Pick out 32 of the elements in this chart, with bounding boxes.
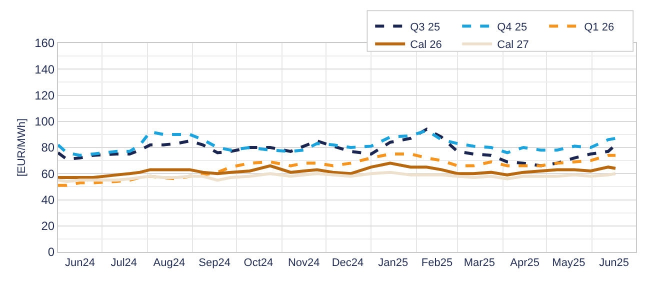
y-tick-label: 120	[34, 88, 55, 102]
line-series	[58, 170, 618, 183]
x-tick-label: Mar25	[464, 257, 496, 270]
line-series	[58, 152, 618, 187]
x-tick-label: Aug24	[153, 257, 186, 270]
y-tick-label: 40	[41, 192, 55, 207]
y-tick-label: 140	[34, 62, 55, 76]
line-series	[58, 162, 618, 180]
legend-label: Cal 26	[410, 39, 442, 52]
y-tick-label: 80	[41, 140, 55, 155]
y-tick-label: 160	[34, 36, 55, 50]
x-tick-label: Feb25	[421, 257, 453, 270]
legend-label: Q4 25	[497, 21, 528, 34]
legend-label: Q1 26	[584, 21, 614, 34]
y-tick-label: 60	[41, 166, 55, 181]
y-tick-label: 20	[41, 219, 55, 234]
x-tick-label: Nov24	[288, 257, 320, 270]
y-axis-title: [EUR/MWh]	[16, 118, 28, 177]
x-tick-label: Sep24	[198, 257, 230, 270]
x-tick-label: Oct24	[244, 257, 274, 270]
line-series	[58, 129, 618, 157]
x-tick-label: Jun24	[64, 257, 95, 270]
x-tick-label: Jul24	[110, 257, 137, 270]
x-tick-label: Jun25	[599, 257, 630, 270]
y-tick-label: 0	[48, 245, 55, 260]
legend-label: Cal 27	[497, 39, 529, 52]
x-tick-label: Jan25	[378, 257, 408, 270]
x-tick-label: Apr25	[510, 257, 540, 270]
x-tick-label: Dec24	[332, 257, 364, 270]
x-tick-label: May25	[552, 257, 586, 270]
legend-label: Q3 25	[410, 21, 440, 34]
y-tick-label: 100	[34, 114, 55, 129]
